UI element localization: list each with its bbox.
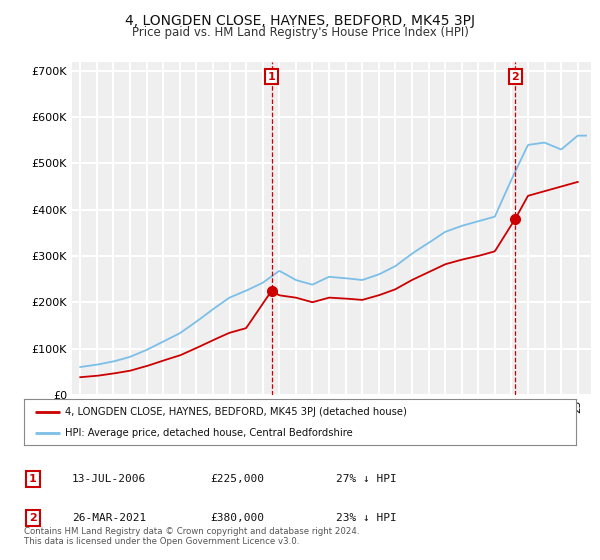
Text: 13-JUL-2006: 13-JUL-2006: [72, 474, 146, 484]
Text: 26-MAR-2021: 26-MAR-2021: [72, 513, 146, 523]
Text: Contains HM Land Registry data © Crown copyright and database right 2024.
This d: Contains HM Land Registry data © Crown c…: [24, 526, 359, 546]
Text: 1: 1: [29, 474, 37, 484]
Text: 2: 2: [511, 72, 519, 82]
Text: £380,000: £380,000: [210, 513, 264, 523]
Text: 2: 2: [29, 513, 37, 523]
Text: 23% ↓ HPI: 23% ↓ HPI: [336, 513, 397, 523]
Text: 4, LONGDEN CLOSE, HAYNES, BEDFORD, MK45 3PJ: 4, LONGDEN CLOSE, HAYNES, BEDFORD, MK45 …: [125, 14, 475, 28]
Text: £225,000: £225,000: [210, 474, 264, 484]
Text: HPI: Average price, detached house, Central Bedfordshire: HPI: Average price, detached house, Cent…: [65, 428, 353, 438]
Text: 27% ↓ HPI: 27% ↓ HPI: [336, 474, 397, 484]
Text: 1: 1: [268, 72, 275, 82]
Text: Price paid vs. HM Land Registry's House Price Index (HPI): Price paid vs. HM Land Registry's House …: [131, 26, 469, 39]
Text: 4, LONGDEN CLOSE, HAYNES, BEDFORD, MK45 3PJ (detached house): 4, LONGDEN CLOSE, HAYNES, BEDFORD, MK45 …: [65, 407, 407, 417]
